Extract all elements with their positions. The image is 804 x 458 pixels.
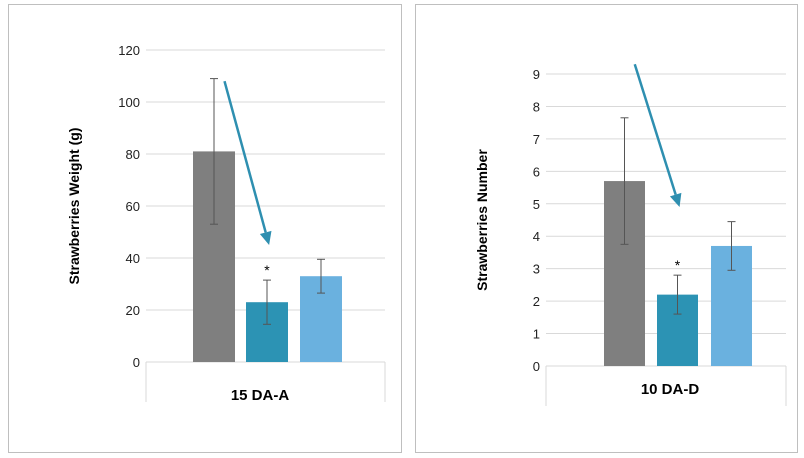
x-category-label: 15 DA-A	[231, 387, 290, 404]
weight-bar-chart: 0 20 40 60 80 100 120 * Strawberries Weight (g) 1…	[66, 43, 386, 404]
y-tick-label: 6	[533, 164, 540, 179]
y-tick-label: 5	[533, 197, 540, 212]
y-tick-label: 0	[533, 359, 540, 374]
trend-arrow-head	[669, 192, 682, 208]
y-tick-label: 60	[126, 199, 140, 214]
y-tick-label: 2	[533, 294, 540, 309]
y-tick-label: 9	[533, 67, 540, 82]
trend-arrow-shaft	[223, 80, 267, 233]
x-category-label: 10 DA-D	[641, 381, 700, 398]
trend-arrow-shaft	[633, 63, 677, 195]
y-axis-title: Strawberries Number	[474, 149, 490, 291]
trend-arrow-head	[259, 230, 272, 245]
y-tick-label: 8	[533, 99, 540, 114]
significance-marker: *	[264, 262, 270, 278]
y-tick-label: 40	[126, 251, 140, 266]
y-tick-label: 100	[118, 95, 140, 110]
y-tick-label: 0	[133, 355, 140, 370]
chart-panel-number: 0 1 2 3 4 5 6 7 8 9 * Strawberries Number 10 DA-D	[415, 4, 798, 453]
y-tick-label: 3	[533, 262, 540, 277]
y-tick-label: 4	[533, 229, 540, 244]
number-bar-chart: 0 1 2 3 4 5 6 7 8 9 * Strawberries Number 10 DA-D	[474, 63, 787, 406]
y-axis-title: Strawberries Weight (g)	[66, 128, 82, 285]
y-tick-label: 80	[126, 147, 140, 162]
significance-marker: *	[675, 257, 681, 273]
y-tick-label: 120	[118, 43, 140, 58]
chart-panel-weight: 0 20 40 60 80 100 120 * Strawberries Weight (g) 1…	[8, 4, 402, 453]
y-tick-label: 20	[126, 303, 140, 318]
y-tick-label: 1	[533, 327, 540, 342]
y-tick-label: 7	[533, 132, 540, 147]
